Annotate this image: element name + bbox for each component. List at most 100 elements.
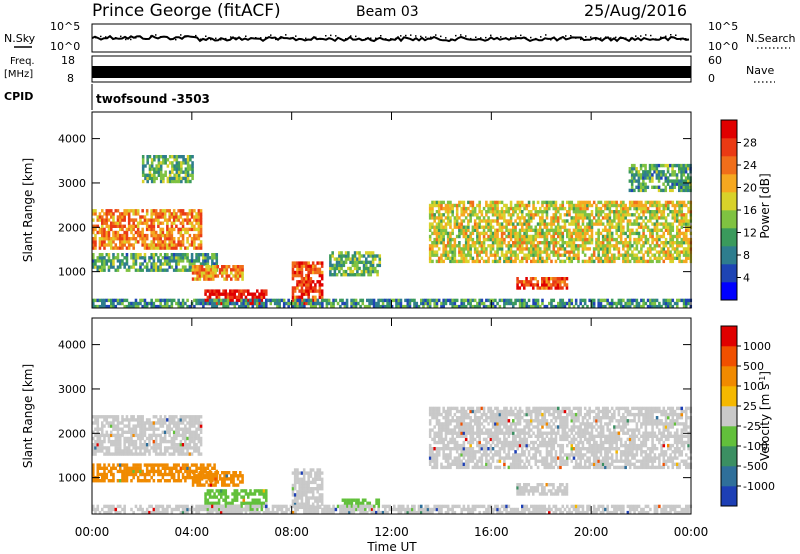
power-cell <box>161 262 165 266</box>
power-cell <box>453 253 457 257</box>
power-cell <box>655 244 659 248</box>
power-cell <box>442 247 445 251</box>
power-cell <box>241 265 244 269</box>
power-cell <box>559 203 562 208</box>
power-cell <box>154 265 158 269</box>
power-cell <box>606 234 609 239</box>
velocity-cell <box>125 430 129 434</box>
power-cell <box>208 295 212 299</box>
velocity-cell <box>217 492 221 496</box>
power-cell <box>449 210 452 214</box>
power-cell <box>309 286 313 290</box>
power-cell <box>458 259 461 264</box>
power-cell <box>646 170 650 174</box>
power-cell <box>541 213 544 217</box>
power-cell <box>527 213 531 217</box>
power-cell <box>238 295 241 299</box>
power-cell <box>521 210 524 214</box>
velocity-cell <box>163 433 167 438</box>
power-cell <box>339 304 342 309</box>
power-cell <box>572 250 576 254</box>
power-cell <box>473 222 477 226</box>
noise-search-point <box>600 37 602 39</box>
power-cell <box>644 167 647 171</box>
power-cell <box>316 280 319 284</box>
power-cell <box>293 286 297 290</box>
power-cell <box>440 231 443 236</box>
velocity-cell <box>119 446 122 450</box>
power-cell <box>624 256 627 260</box>
power-cell <box>110 304 113 309</box>
power-cell <box>212 277 215 281</box>
velocity-cell <box>197 433 201 438</box>
power-cell <box>366 304 369 309</box>
power-cell <box>568 237 571 242</box>
power-cell <box>563 213 567 217</box>
power-cell <box>168 233 171 238</box>
power-cell <box>98 253 102 257</box>
velocity-cell <box>157 472 160 477</box>
power-cell <box>352 304 356 309</box>
velocity-cell <box>152 433 156 438</box>
power-cell <box>581 247 585 251</box>
power-cell <box>559 216 562 220</box>
power-cell <box>590 203 594 208</box>
power-cell <box>619 234 623 239</box>
power-cell <box>664 188 668 193</box>
power-cell <box>435 222 439 226</box>
noise-search-point <box>375 37 377 39</box>
power-cell <box>222 292 225 296</box>
velocity-cell <box>112 452 115 456</box>
velocity-cell <box>300 496 304 500</box>
power-cell <box>673 210 677 214</box>
velocity-cell <box>218 477 222 481</box>
power-cell <box>205 268 208 272</box>
noise-search-point <box>105 36 107 38</box>
power-cell <box>226 292 230 296</box>
power-cell <box>148 259 151 263</box>
power-cell <box>503 213 506 217</box>
velocity-cell <box>96 479 100 483</box>
power-cell <box>148 155 152 159</box>
velocity-cell <box>307 487 310 491</box>
power-cell <box>494 250 497 254</box>
power-cell <box>455 213 459 217</box>
power-cell <box>617 253 621 257</box>
power-cell <box>251 292 255 296</box>
velocity-cell <box>116 443 120 447</box>
power-cell <box>496 222 499 226</box>
power-cell <box>371 263 375 268</box>
power-cell <box>646 176 650 180</box>
power-cell <box>159 227 162 232</box>
power-cell <box>265 289 268 293</box>
velocity-cell <box>184 418 187 422</box>
power-cell <box>649 244 652 248</box>
power-cell <box>460 231 463 236</box>
power-cell <box>532 213 535 217</box>
velocity-cell <box>215 501 219 505</box>
power-cell <box>338 266 341 271</box>
power-cell <box>682 179 686 183</box>
power-cell <box>469 213 472 217</box>
power-cell <box>557 210 560 214</box>
power-cell <box>215 295 219 299</box>
power-cell <box>458 225 461 229</box>
power-cell <box>184 256 187 260</box>
power-cell <box>642 253 645 257</box>
velocity-cell <box>206 489 210 493</box>
velocity-cell <box>150 446 153 450</box>
power-cell <box>440 253 443 257</box>
power-cell <box>212 265 215 269</box>
velocity-cell <box>213 495 216 499</box>
power-cell <box>577 259 580 264</box>
velocity-cell <box>177 421 180 425</box>
power-cell <box>476 237 479 242</box>
power-cell <box>658 253 661 257</box>
power-cell <box>101 233 104 238</box>
velocity-cell <box>141 418 144 422</box>
power-cell <box>516 234 520 239</box>
power-cell <box>467 250 470 254</box>
power-cell <box>141 256 144 260</box>
power-cell <box>203 271 206 275</box>
power-cell <box>660 247 663 251</box>
